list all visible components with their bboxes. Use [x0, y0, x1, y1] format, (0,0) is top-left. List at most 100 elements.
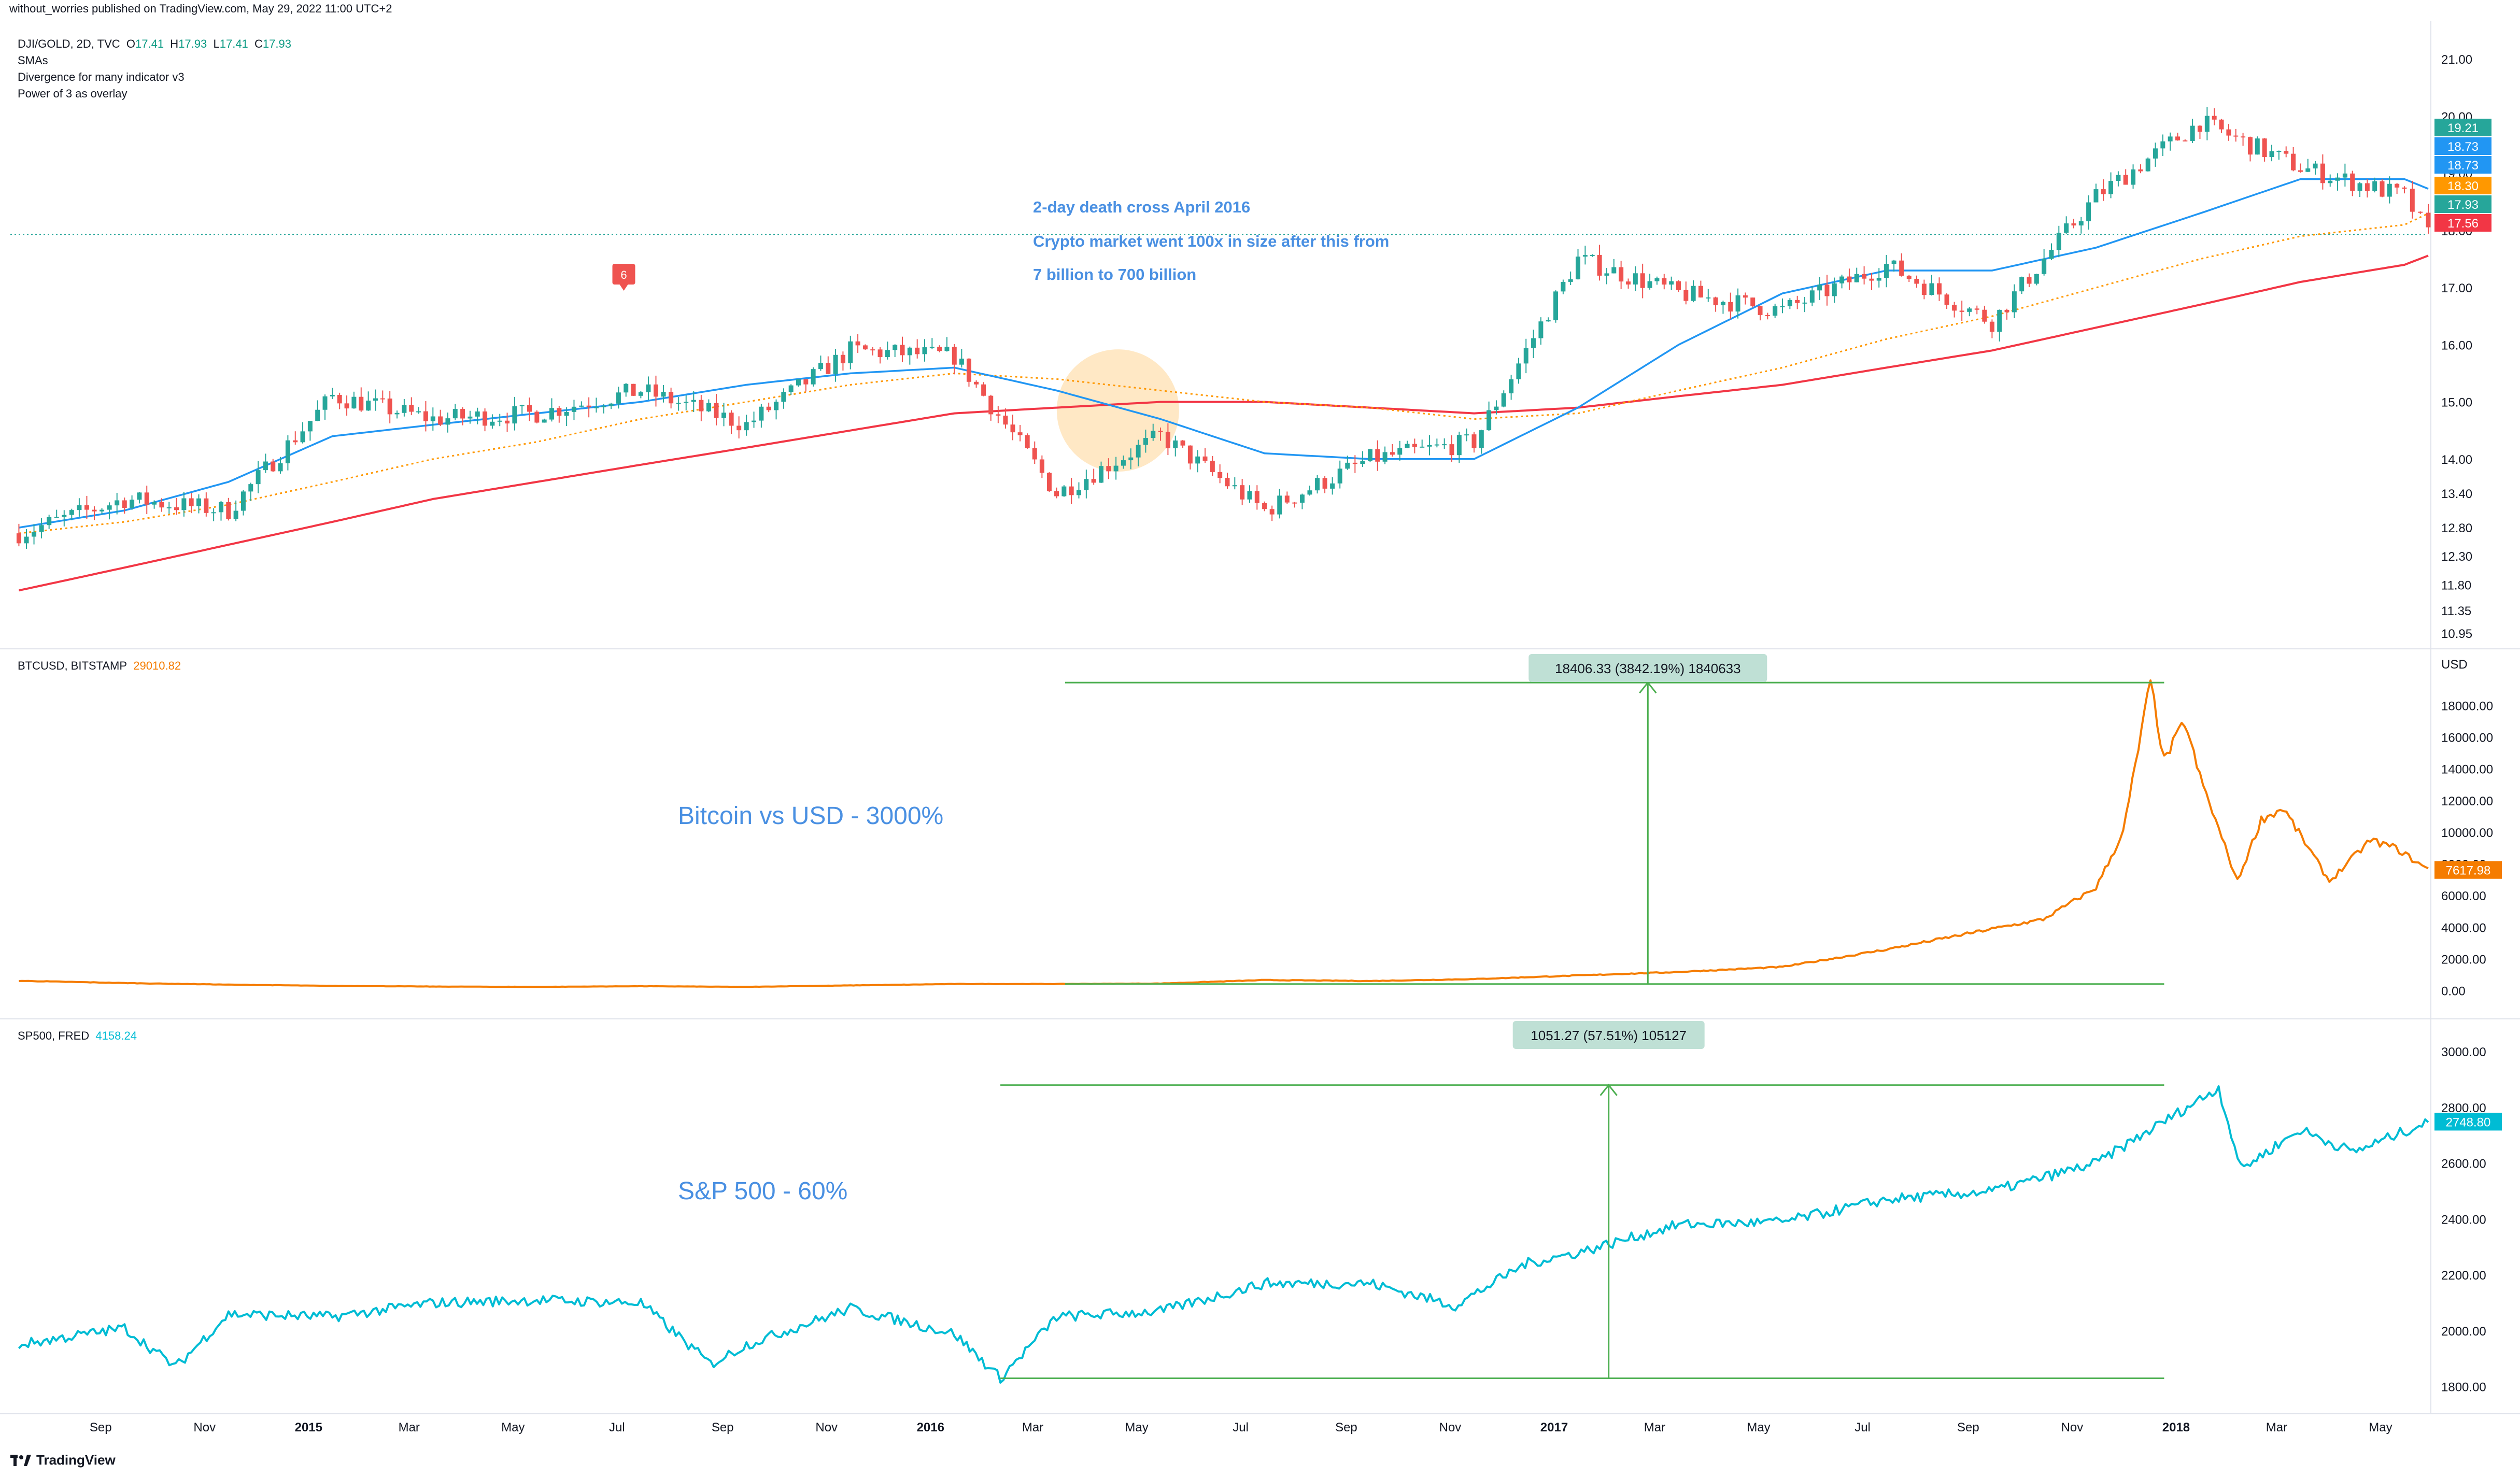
candle[interactable]: [1128, 457, 1134, 461]
candle[interactable]: [1743, 295, 1748, 298]
candle[interactable]: [1464, 434, 1469, 436]
candle[interactable]: [2168, 136, 2173, 141]
candle[interactable]: [1604, 273, 1609, 276]
candle[interactable]: [1611, 267, 1617, 274]
candle[interactable]: [174, 507, 179, 510]
candle[interactable]: [833, 354, 838, 374]
candle[interactable]: [1967, 308, 1972, 312]
candle[interactable]: [1077, 490, 1082, 495]
candle[interactable]: [766, 406, 771, 410]
candle[interactable]: [373, 398, 378, 401]
candle[interactable]: [840, 354, 845, 363]
candle[interactable]: [759, 406, 764, 421]
candle[interactable]: [1202, 456, 1208, 461]
candle[interactable]: [1869, 278, 1874, 281]
btc-legend[interactable]: BTCUSD, BITSTAMP 29010.82: [18, 659, 181, 673]
candle[interactable]: [2298, 170, 2303, 172]
candle[interactable]: [1728, 302, 1733, 312]
candle[interactable]: [1247, 491, 1252, 500]
candle[interactable]: [293, 440, 298, 443]
candle[interactable]: [564, 411, 569, 416]
candle[interactable]: [1136, 445, 1141, 458]
candle[interactable]: [1698, 286, 1703, 297]
candle[interactable]: [84, 505, 89, 510]
candle[interactable]: [307, 421, 313, 432]
candle[interactable]: [862, 345, 868, 350]
candle[interactable]: [1061, 486, 1067, 496]
candle[interactable]: [608, 403, 614, 406]
sma-fast-line[interactable]: [19, 178, 2429, 529]
candle[interactable]: [1345, 462, 1350, 469]
candle[interactable]: [2276, 151, 2282, 152]
candle[interactable]: [1442, 444, 1447, 446]
candle[interactable]: [1531, 338, 1536, 348]
spx-line[interactable]: [18, 1085, 2429, 1384]
candle[interactable]: [1084, 479, 1089, 490]
candle[interactable]: [2320, 163, 2325, 183]
candle[interactable]: [1121, 460, 1126, 466]
candle[interactable]: [2350, 173, 2355, 191]
candle[interactable]: [387, 399, 392, 415]
candle[interactable]: [359, 396, 364, 411]
candle[interactable]: [1471, 434, 1477, 448]
candle[interactable]: [1735, 295, 1740, 312]
candle[interactable]: [1225, 478, 1230, 487]
candle[interactable]: [1713, 297, 1718, 306]
candle[interactable]: [915, 347, 920, 354]
candle[interactable]: [737, 425, 742, 431]
candle[interactable]: [1405, 444, 1410, 448]
candle[interactable]: [893, 345, 898, 350]
candle[interactable]: [1884, 264, 1889, 278]
footer-brand[interactable]: TradingView: [10, 1452, 116, 1468]
candle[interactable]: [691, 400, 696, 402]
candle[interactable]: [1165, 432, 1170, 448]
candle[interactable]: [181, 498, 187, 510]
candle[interactable]: [218, 502, 223, 513]
candle[interactable]: [300, 431, 305, 443]
candle[interactable]: [2313, 163, 2318, 169]
candle[interactable]: [512, 406, 517, 424]
candle[interactable]: [870, 349, 875, 351]
candle[interactable]: [2012, 291, 2017, 313]
candle[interactable]: [1434, 444, 1439, 446]
candle[interactable]: [2241, 136, 2246, 138]
candle[interactable]: [344, 403, 349, 409]
candle[interactable]: [2426, 212, 2431, 228]
candle[interactable]: [826, 363, 831, 374]
candle[interactable]: [944, 347, 950, 351]
candle[interactable]: [1626, 281, 1631, 285]
candle[interactable]: [1010, 424, 1015, 433]
candle[interactable]: [1906, 275, 1912, 279]
candle[interactable]: [1765, 315, 1770, 316]
candle[interactable]: [505, 420, 510, 424]
candle[interactable]: [2004, 309, 2009, 313]
sma-mid-line[interactable]: [19, 212, 2429, 534]
candle[interactable]: [1959, 310, 1964, 312]
candle[interactable]: [549, 408, 554, 420]
candle[interactable]: [1516, 363, 1521, 379]
candle[interactable]: [2372, 181, 2377, 191]
candle[interactable]: [2357, 183, 2362, 191]
time-axis[interactable]: Sep Nov 2015 Mar May Jul Sep Nov 2016 Mar May Jul Se…: [90, 1421, 2392, 1435]
candle[interactable]: [1795, 300, 1800, 303]
candle[interactable]: [1944, 294, 1949, 305]
candle[interactable]: [1486, 410, 1492, 431]
candle[interactable]: [1098, 466, 1103, 483]
candle[interactable]: [1640, 273, 1645, 288]
candle[interactable]: [2056, 233, 2061, 250]
candle[interactable]: [1568, 279, 1573, 282]
candle[interactable]: [1307, 490, 1312, 495]
candle[interactable]: [885, 350, 890, 358]
btc-pane[interactable]: 18406.33 (3842.19%) 1840633 Bitcoin vs US…: [19, 654, 2429, 988]
candle[interactable]: [248, 484, 253, 492]
candle[interactable]: [1017, 432, 1023, 435]
candle[interactable]: [2291, 153, 2296, 171]
dji-gold-pane[interactable]: 6 2-day death cross April 2016 Crypto mark…: [10, 107, 2431, 592]
candle[interactable]: [315, 409, 320, 421]
candle[interactable]: [438, 416, 443, 425]
candle[interactable]: [1299, 494, 1305, 503]
candle[interactable]: [2034, 274, 2039, 284]
candle[interactable]: [468, 416, 473, 419]
candle[interactable]: [2410, 189, 2415, 212]
candle[interactable]: [646, 384, 651, 392]
